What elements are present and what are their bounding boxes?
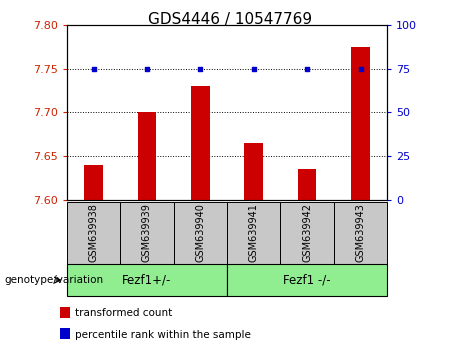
Text: GSM639941: GSM639941: [249, 203, 259, 262]
Point: [197, 66, 204, 72]
Point: [303, 66, 311, 72]
Bar: [280, 202, 334, 264]
Text: GSM639939: GSM639939: [142, 203, 152, 262]
Point: [357, 66, 364, 72]
Point: [250, 66, 257, 72]
Bar: [298, 169, 317, 200]
Text: GDS4446 / 10547769: GDS4446 / 10547769: [148, 12, 313, 27]
Bar: [227, 202, 280, 264]
Bar: [137, 112, 156, 200]
Bar: [227, 264, 387, 296]
Bar: [191, 86, 210, 200]
Text: GSM639943: GSM639943: [355, 203, 366, 262]
Bar: [84, 165, 103, 200]
Text: GSM639940: GSM639940: [195, 203, 205, 262]
Text: transformed count: transformed count: [75, 308, 172, 318]
Bar: [67, 264, 227, 296]
Text: GSM639942: GSM639942: [302, 203, 312, 262]
Bar: [120, 202, 174, 264]
Text: percentile rank within the sample: percentile rank within the sample: [75, 330, 251, 339]
Point: [143, 66, 151, 72]
Bar: [174, 202, 227, 264]
Text: genotype/variation: genotype/variation: [5, 275, 104, 285]
Bar: [67, 202, 120, 264]
Bar: [334, 202, 387, 264]
Text: GSM639938: GSM639938: [89, 203, 99, 262]
Bar: [244, 143, 263, 200]
Text: Fezf1 -/-: Fezf1 -/-: [284, 274, 331, 286]
Text: Fezf1+/-: Fezf1+/-: [122, 274, 171, 286]
Bar: [351, 47, 370, 200]
Point: [90, 66, 97, 72]
